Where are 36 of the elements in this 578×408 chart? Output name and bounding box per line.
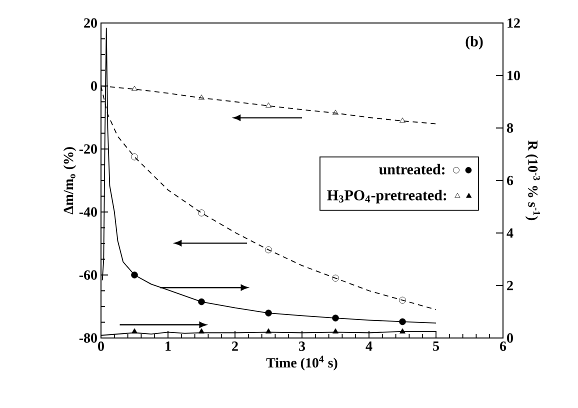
x-tick-label: 3 (299, 342, 306, 351)
y-tick-label: -40 (79, 207, 97, 217)
legend-label: untreated: (379, 164, 444, 175)
point (266, 102, 272, 108)
point (198, 210, 205, 216)
y2-tick-label: 6 (507, 176, 514, 186)
x-tick-label: 5 (433, 342, 439, 351)
x-tick-label: 4 (366, 342, 372, 351)
y2-tick-label: 4 (506, 228, 514, 238)
y2-tick-label: 0 (507, 333, 513, 343)
y2-axis-title: R (10$^{-3}$ % s$^{-1}$) (525, 140, 540, 220)
y2-tick-label: 12 (508, 18, 520, 28)
legend-label: H$_{3}$PO$_{4}$-pretreated: (327, 190, 446, 204)
y2-tick-label: 8 (506, 123, 514, 133)
annotation: (b) (466, 36, 483, 50)
y-tick-label: -80 (79, 333, 97, 343)
y-axis-title: Δm/m$_{o}$ (%) (63, 147, 76, 214)
y2-tick-label: 10 (508, 70, 520, 80)
y-tick-label: 20 (84, 18, 97, 28)
y-tick-label: 0 (91, 81, 97, 91)
x-tick-label: 6 (500, 342, 506, 351)
point (400, 118, 406, 123)
x-tick-label: 2 (232, 342, 238, 351)
point (399, 296, 406, 304)
point (131, 153, 138, 160)
point (265, 246, 272, 254)
y-tick-label: -20 (79, 144, 97, 154)
point (332, 274, 339, 282)
y-tick-label: -60 (79, 270, 97, 280)
x-axis-title: Time (10$^{4}$ s) (266, 356, 338, 370)
x-tick-label: 1 (166, 342, 171, 351)
point (332, 110, 338, 115)
x-tick-label: 0 (98, 342, 104, 351)
point (198, 94, 204, 100)
point (132, 86, 138, 91)
y2-tick-label: 2 (507, 280, 513, 290)
